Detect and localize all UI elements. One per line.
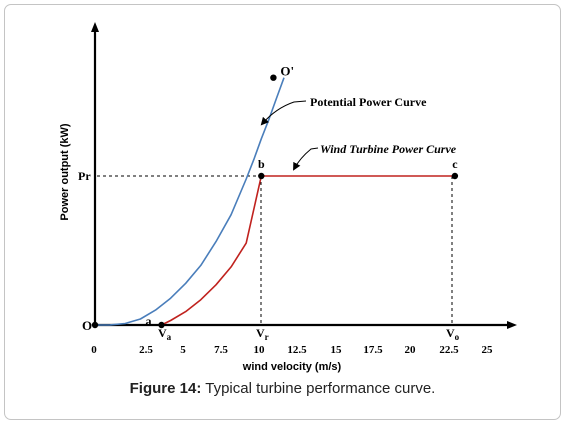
x-tick-label: 10 <box>254 344 266 356</box>
origin-point <box>91 321 99 329</box>
x-tick-label: 25 <box>482 344 494 356</box>
x-tick-label: 12.5 <box>287 344 307 356</box>
point-b <box>258 172 265 180</box>
point-O-prime <box>270 74 277 81</box>
x-tick-label: 20 <box>405 344 417 356</box>
point-label-c: c <box>452 157 458 171</box>
y-tick-label-pr: Pr <box>78 169 91 183</box>
point-a <box>158 321 165 329</box>
x-tick-labels: 0 2.5 5 7.5 10 12.5 15 17.5 20 22.5 25 <box>91 344 493 356</box>
figure-caption: Figure 14: Typical turbine performance c… <box>0 380 565 397</box>
points-layer: a b c O' <box>91 64 459 329</box>
caption-text: Typical turbine performance curve. <box>205 380 436 397</box>
x-tick-label: 22.5 <box>439 344 459 356</box>
y-axis-arrow <box>91 22 99 32</box>
caption-label: Figure 14: <box>129 380 202 397</box>
wind-turbine-power-curve-line <box>161 175 455 326</box>
vr-label: Vr <box>256 326 269 342</box>
y-tick-label-origin: O <box>82 318 92 333</box>
x-axis-title: wind velocity (m/s) <box>242 361 342 373</box>
x-tick-label: 0 <box>91 344 97 356</box>
x-tick-label: 15 <box>331 344 343 356</box>
x-tick-label: 2.5 <box>139 344 153 356</box>
turbine-curve-annotation: Wind Turbine Power Curve <box>320 142 457 156</box>
point-label-b: b <box>258 157 265 171</box>
point-label-a: a <box>146 314 152 328</box>
vo-label: Vo <box>446 326 460 342</box>
x-axis-arrow <box>507 321 517 329</box>
point-c <box>451 172 459 180</box>
potential-power-curve-line <box>94 77 285 326</box>
point-label-O-prime: O' <box>280 64 294 79</box>
va-label: Va <box>158 326 172 342</box>
potential-curve-leader <box>260 100 307 126</box>
turbine-curve-leader <box>293 147 319 171</box>
x-tick-label: 5 <box>180 344 186 356</box>
series-layer <box>94 77 455 326</box>
x-tick-label: 17.5 <box>363 344 383 356</box>
potential-curve-annotation: Potential Power Curve <box>310 95 427 109</box>
x-tick-label: 7.5 <box>214 344 228 356</box>
figure-frame <box>4 4 561 420</box>
y-axis-title: Power output (kW) <box>59 123 71 220</box>
